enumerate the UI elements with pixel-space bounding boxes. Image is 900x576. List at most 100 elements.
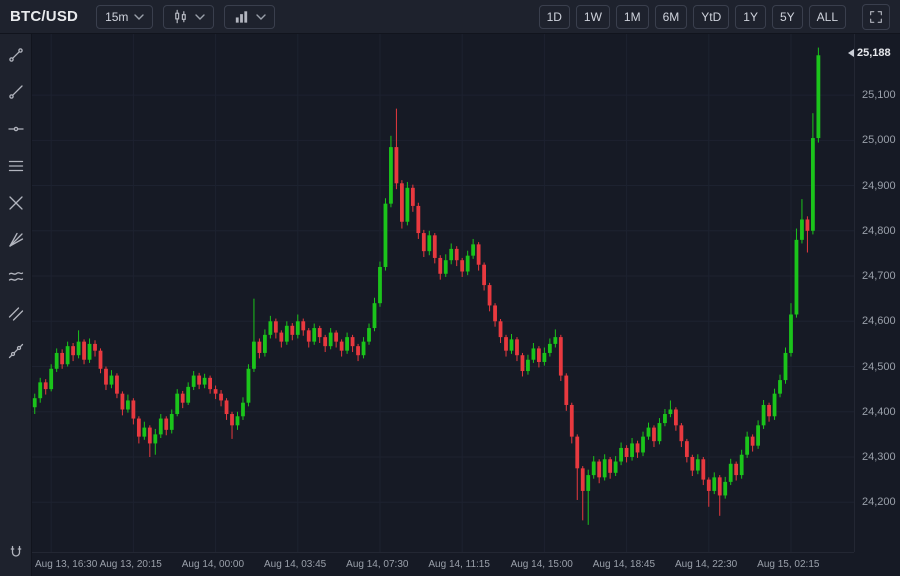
extended-line-tool-button[interactable] bbox=[3, 338, 29, 364]
cross-line-tool-button[interactable] bbox=[3, 190, 29, 216]
price-axis[interactable]: 25,100 25,000 24,900 24,800 24,700 24,600 24,5… bbox=[848, 34, 900, 552]
candle bbox=[301, 318, 306, 336]
main-region: 25,100 25,000 24,900 24,800 24,700 24,600 24,5… bbox=[0, 34, 900, 576]
brush-tool-button[interactable] bbox=[3, 264, 29, 290]
candle bbox=[794, 228, 799, 318]
time-axis-label: Aug 14, 15:00 bbox=[510, 559, 573, 570]
candle bbox=[586, 469, 591, 525]
price-axis-label: 25,000 bbox=[862, 134, 896, 147]
candle bbox=[504, 334, 508, 357]
candle bbox=[498, 319, 503, 343]
candle bbox=[547, 338, 552, 357]
candle bbox=[438, 255, 443, 280]
candle bbox=[224, 398, 229, 420]
range-button-all[interactable]: ALL bbox=[808, 4, 846, 29]
candle bbox=[635, 440, 640, 458]
top-toolbar: BTC/USD 15m 1D 1W 1M 6M YtD bbox=[0, 0, 900, 34]
range-button-6m[interactable]: 6M bbox=[654, 4, 688, 29]
candle bbox=[553, 329, 558, 348]
candle bbox=[668, 400, 673, 418]
time-axis[interactable]: Aug 13, 16:30 Aug 13, 20:15 Aug 14, 00:00 A… bbox=[32, 552, 854, 576]
candle bbox=[350, 334, 355, 353]
range-button-1m[interactable]: 1M bbox=[615, 4, 649, 29]
range-button-ytd[interactable]: YtD bbox=[693, 4, 730, 29]
pitchfork-tool-button[interactable] bbox=[3, 227, 29, 253]
candle bbox=[334, 330, 339, 348]
price-axis-label: 24,500 bbox=[862, 360, 896, 373]
pitchfork-icon bbox=[8, 232, 23, 247]
candlestick-chart[interactable] bbox=[32, 34, 854, 552]
time-axis-label: Aug 14, 22:30 bbox=[674, 559, 738, 570]
candle bbox=[279, 330, 284, 348]
range-buttons: 1D 1W 1M 6M YtD 1Y 5Y ALL bbox=[538, 3, 890, 30]
candle bbox=[460, 257, 465, 277]
candle bbox=[789, 303, 793, 357]
candle bbox=[515, 337, 519, 362]
cross-line-icon bbox=[8, 196, 23, 210]
candle bbox=[657, 418, 662, 445]
candle bbox=[49, 364, 54, 392]
candle bbox=[432, 233, 437, 264]
candle bbox=[591, 456, 596, 479]
candle bbox=[115, 373, 119, 399]
candle bbox=[284, 321, 289, 345]
chevron-down-icon bbox=[256, 13, 267, 20]
candle bbox=[717, 475, 722, 516]
candle bbox=[383, 198, 388, 271]
range-button-1d[interactable]: 1D bbox=[538, 4, 570, 29]
range-button-5y[interactable]: 5Y bbox=[771, 4, 803, 29]
fullscreen-icon bbox=[870, 10, 882, 23]
magnet-icon bbox=[10, 545, 21, 557]
candle bbox=[597, 459, 602, 484]
candle bbox=[739, 449, 744, 479]
time-axis-label: Aug 14, 00:00 bbox=[181, 559, 245, 570]
candle bbox=[509, 333, 514, 354]
horizontal-line-tool-button[interactable] bbox=[3, 116, 29, 142]
range-button-1w[interactable]: 1W bbox=[575, 4, 610, 29]
fib-retracement-tool-button[interactable] bbox=[3, 153, 29, 179]
indicators-dropdown[interactable] bbox=[224, 4, 276, 29]
candle bbox=[126, 394, 130, 413]
ray-tool-button[interactable] bbox=[3, 79, 29, 105]
candle bbox=[602, 454, 607, 481]
candle bbox=[745, 431, 750, 458]
candle bbox=[580, 466, 585, 521]
candle bbox=[273, 318, 278, 339]
candle bbox=[487, 282, 492, 312]
candle bbox=[624, 445, 629, 463]
chart-type-dropdown[interactable] bbox=[163, 4, 215, 29]
candle bbox=[323, 334, 328, 353]
bar-chart-icon bbox=[236, 11, 248, 23]
magnet-tool-button[interactable] bbox=[3, 540, 29, 566]
symbol-title: BTC/USD bbox=[10, 8, 79, 25]
fullscreen-button[interactable] bbox=[862, 3, 890, 30]
candle bbox=[367, 323, 371, 345]
candle bbox=[695, 454, 700, 475]
candle bbox=[728, 458, 733, 486]
range-button-1y[interactable]: 1Y bbox=[735, 4, 766, 29]
candle bbox=[684, 438, 689, 463]
fib-retracement-icon bbox=[8, 160, 23, 172]
candle bbox=[175, 389, 180, 417]
candle bbox=[674, 407, 678, 431]
interval-dropdown[interactable]: 15m bbox=[96, 4, 154, 29]
candle bbox=[558, 334, 563, 381]
price-axis-label: 24,300 bbox=[862, 450, 896, 463]
price-axis-label: 24,700 bbox=[862, 270, 896, 283]
parallel-channel-icon bbox=[8, 307, 23, 321]
candle bbox=[164, 416, 169, 436]
drawing-toolbar bbox=[0, 34, 32, 576]
price-axis-label: 24,900 bbox=[862, 179, 896, 192]
time-axis-label: Aug 14, 18:45 bbox=[592, 559, 656, 570]
parallel-channel-tool-button[interactable] bbox=[3, 301, 29, 327]
candle bbox=[295, 314, 300, 339]
candle bbox=[712, 472, 717, 495]
time-axis-label: Aug 13, 20:15 bbox=[99, 559, 162, 570]
price-axis-label: 25,100 bbox=[862, 89, 896, 102]
candle bbox=[476, 242, 481, 271]
candle bbox=[235, 411, 240, 430]
candle bbox=[761, 399, 766, 429]
candle bbox=[98, 348, 103, 374]
trend-line-tool-button[interactable] bbox=[3, 42, 29, 68]
candle bbox=[361, 337, 366, 359]
